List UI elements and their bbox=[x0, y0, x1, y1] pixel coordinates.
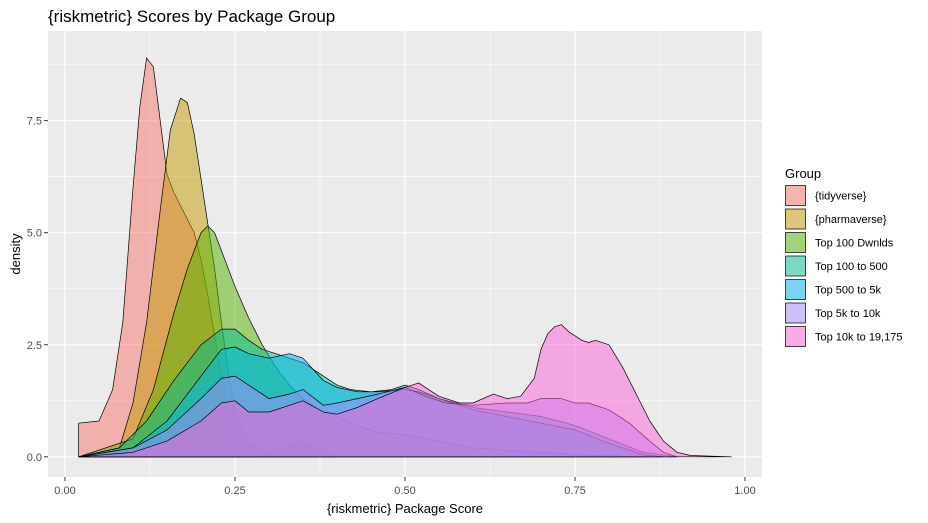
density-area-top-10k-to-19-175 bbox=[78, 324, 732, 458]
density-areas bbox=[78, 57, 732, 458]
legend-swatch bbox=[785, 302, 806, 324]
legend-label: Top 100 to 500 bbox=[815, 261, 888, 273]
x-tick-label: 0.75 bbox=[564, 485, 585, 497]
y-tick-label: 7.5 bbox=[27, 116, 42, 128]
legend-label: Top 5k to 10k bbox=[815, 308, 881, 320]
legend-swatch bbox=[785, 232, 806, 253]
legend: Group {tidyverse} {pharmaverse} Top 100 Dw… bbox=[785, 166, 902, 347]
legend-title: Group bbox=[785, 166, 821, 181]
y-tick-label: 5.0 bbox=[27, 228, 42, 240]
x-tick-label: 0.00 bbox=[54, 485, 75, 497]
y-tick-label: 0.0 bbox=[27, 452, 42, 464]
legend-swatch bbox=[785, 208, 806, 230]
x-axis-title: {riskmetric} Package Score bbox=[327, 501, 483, 516]
chart-title: {riskmetric} Scores by Package Group bbox=[48, 7, 335, 26]
y-axis: 0.0 2.5 5.0 7.5 bbox=[27, 116, 48, 464]
legend-label: Top 10k to 19,175 bbox=[815, 332, 902, 344]
legend-label: {pharmaverse} bbox=[815, 214, 887, 226]
y-tick-label: 2.5 bbox=[27, 340, 42, 352]
legend-swatch bbox=[785, 255, 806, 277]
x-axis: 0.00 0.25 0.50 0.75 1.00 bbox=[54, 477, 756, 497]
legend-swatch bbox=[785, 279, 806, 300]
legend-label: Top 500 to 5k bbox=[815, 285, 882, 297]
legend-swatch bbox=[785, 326, 806, 347]
legend-swatch bbox=[785, 185, 806, 206]
x-tick-label: 0.25 bbox=[224, 485, 245, 497]
y-axis-title: density bbox=[8, 233, 23, 275]
legend-label: Top 100 Dwnlds bbox=[815, 238, 894, 250]
legend-label: {tidyverse} bbox=[815, 191, 867, 203]
x-tick-label: 1.00 bbox=[734, 485, 755, 497]
x-tick-label: 0.50 bbox=[394, 485, 415, 497]
